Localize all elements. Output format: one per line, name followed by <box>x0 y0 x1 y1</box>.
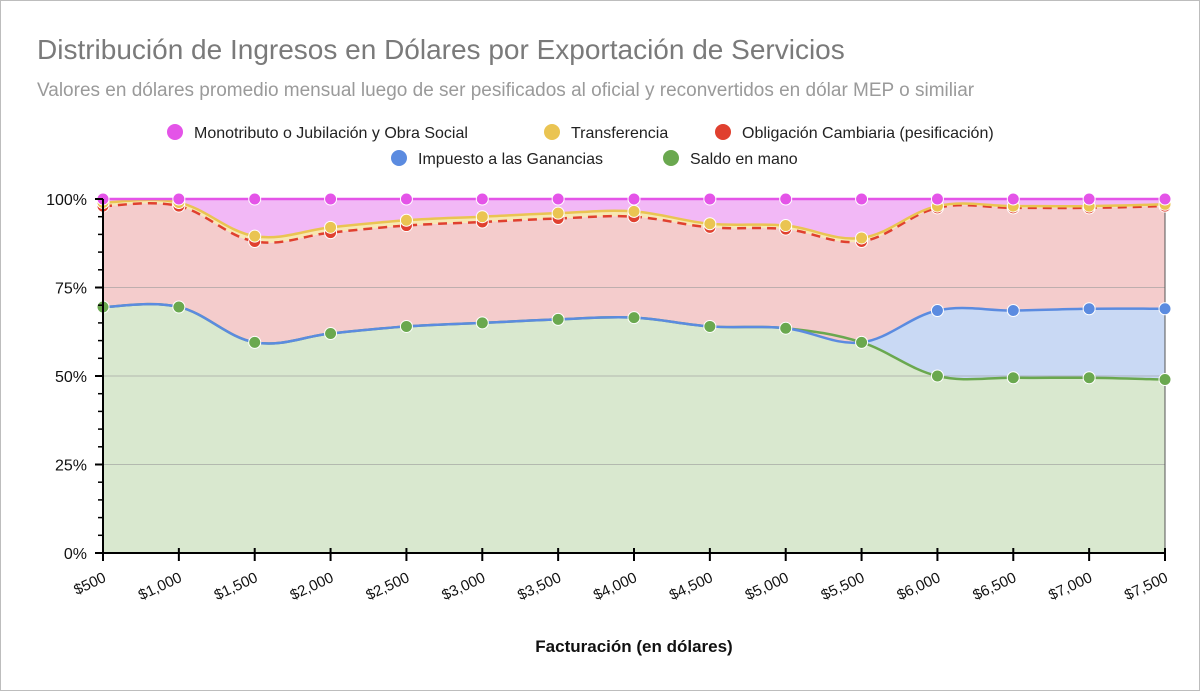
point-transferencia-7 <box>627 204 641 218</box>
point-transferencia-6 <box>551 206 565 220</box>
legend-item-saldo[interactable]: Saldo en mano <box>663 150 798 168</box>
legend-label-saldo: Saldo en mano <box>690 151 798 168</box>
point-saldo-en-mano-7 <box>627 311 641 325</box>
point-monotributo-o-jubilacion-y-obra-social-10 <box>855 192 869 206</box>
x-tick-label-0: $500 <box>71 569 108 599</box>
point-saldo-en-mano-2 <box>248 335 262 349</box>
point-monotributo-o-jubilacion-y-obra-social-9 <box>779 192 793 206</box>
x-tick-label-10: $5,500 <box>818 569 867 604</box>
point-saldo-en-mano-9 <box>779 321 793 335</box>
point-saldo-en-mano-3 <box>324 327 338 341</box>
point-saldo-en-mano-10 <box>855 335 869 349</box>
point-saldo-en-mano-4 <box>399 319 413 333</box>
point-impuesto-a-las-ganancias-11 <box>930 304 944 318</box>
y-tick-label-25: 25% <box>55 458 87 475</box>
legend-label-monotributo: Monotributo o Jubilación y Obra Social <box>194 125 468 142</box>
legend-dot-ganancias <box>391 150 407 166</box>
legend-dot-transferencia <box>544 124 560 140</box>
x-tick-label-13: $7,000 <box>1046 569 1095 604</box>
legend-label-obligacion: Obligación Cambiaria (pesificación) <box>742 125 994 142</box>
x-tick-label-3: $2,000 <box>287 569 336 604</box>
point-transferencia-8 <box>703 217 717 231</box>
x-tick-label-7: $4,000 <box>591 569 640 604</box>
area-impuesto-a-las-ganancias <box>103 304 1165 380</box>
point-saldo-en-mano-13 <box>1082 371 1096 385</box>
x-tick-label-14: $7,500 <box>1122 569 1171 604</box>
area-saldo-en-mano <box>103 304 1165 553</box>
x-tick-label-9: $5,000 <box>743 569 792 604</box>
x-tick-label-5: $3,000 <box>439 569 488 604</box>
point-monotributo-o-jubilacion-y-obra-social-7 <box>627 192 641 206</box>
area-obligacion-cambiaria-pesificacion <box>103 203 1165 344</box>
x-tick-label-6: $3,500 <box>515 569 564 604</box>
x-tick-label-1: $1,000 <box>136 569 185 604</box>
point-transferencia-9 <box>779 219 793 233</box>
point-monotributo-o-jubilacion-y-obra-social-5 <box>475 192 489 206</box>
x-tick-label-8: $4,500 <box>667 569 716 604</box>
legend-item-ganancias[interactable]: Impuesto a las Ganancias <box>391 150 603 168</box>
legend-item-monotributo[interactable]: Monotributo o Jubilación y Obra Social <box>167 124 468 142</box>
y-tick-label-0: 0% <box>64 546 87 563</box>
legend-label-ganancias: Impuesto a las Ganancias <box>418 151 603 168</box>
point-saldo-en-mano-11 <box>930 369 944 383</box>
point-transferencia-3 <box>324 220 338 234</box>
x-tick-label-12: $6,500 <box>970 569 1019 604</box>
chart-subtitle: Valores en dólares promedio mensual lueg… <box>37 80 975 101</box>
legend-item-transferencia[interactable]: Transferencia <box>544 124 668 142</box>
point-saldo-en-mano-14 <box>1158 373 1172 387</box>
legend-dot-saldo <box>663 150 679 166</box>
point-transferencia-2 <box>248 229 262 243</box>
point-monotributo-o-jubilacion-y-obra-social-1 <box>172 192 186 206</box>
point-monotributo-o-jubilacion-y-obra-social-14 <box>1158 192 1172 206</box>
point-saldo-en-mano-6 <box>551 312 565 326</box>
point-saldo-en-mano-5 <box>475 316 489 330</box>
x-tick-label-11: $6,000 <box>894 569 943 604</box>
point-monotributo-o-jubilacion-y-obra-social-2 <box>248 192 262 206</box>
x-axis-title: Facturación (en dólares) <box>535 637 732 656</box>
point-impuesto-a-las-ganancias-12 <box>1006 304 1020 318</box>
x-tick-label-2: $1,500 <box>212 569 261 604</box>
point-impuesto-a-las-ganancias-14 <box>1158 302 1172 316</box>
point-monotributo-o-jubilacion-y-obra-social-8 <box>703 192 717 206</box>
x-tick-label-4: $2,500 <box>363 569 412 604</box>
legend-label-transferencia: Transferencia <box>571 125 668 142</box>
point-saldo-en-mano-12 <box>1006 371 1020 385</box>
point-transferencia-10 <box>855 231 869 245</box>
point-monotributo-o-jubilacion-y-obra-social-12 <box>1006 192 1020 206</box>
chart-title: Distribución de Ingresos en Dólares por … <box>37 34 845 65</box>
point-transferencia-5 <box>475 210 489 224</box>
point-monotributo-o-jubilacion-y-obra-social-6 <box>551 192 565 206</box>
y-tick-label-100: 100% <box>46 192 87 209</box>
y-tick-label-50: 50% <box>55 369 87 386</box>
legend-item-obligacion[interactable]: Obligación Cambiaria (pesificación) <box>715 124 994 142</box>
point-saldo-en-mano-8 <box>703 319 717 333</box>
point-monotributo-o-jubilacion-y-obra-social-13 <box>1082 192 1096 206</box>
legend-dot-obligacion <box>715 124 731 140</box>
point-transferencia-4 <box>399 213 413 227</box>
point-saldo-en-mano-1 <box>172 300 186 314</box>
point-impuesto-a-las-ganancias-13 <box>1082 302 1096 316</box>
plot-area: 0% 25% 50% 75% 100% $500 $1,000 $1,500 $2,000 $2,… <box>46 192 1172 604</box>
legend-dot-monotributo <box>167 124 183 140</box>
point-monotributo-o-jubilacion-y-obra-social-3 <box>324 192 338 206</box>
point-monotributo-o-jubilacion-y-obra-social-11 <box>930 192 944 206</box>
point-monotributo-o-jubilacion-y-obra-social-4 <box>399 192 413 206</box>
y-tick-label-75: 75% <box>55 281 87 298</box>
area-monotributo-o-jubilacion-y-obra-social <box>103 199 1165 239</box>
